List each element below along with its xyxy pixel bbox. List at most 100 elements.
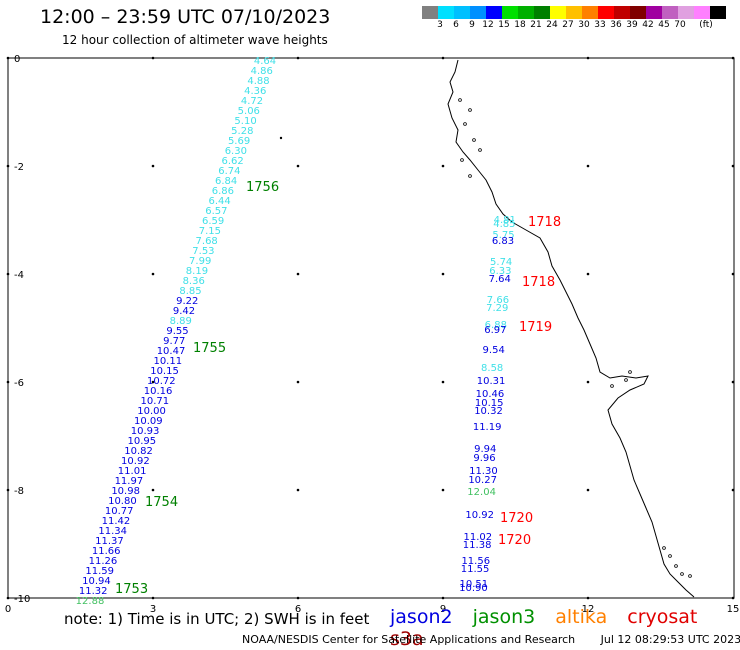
- legend-label: 3: [437, 20, 443, 30]
- grid-dot: [731, 488, 735, 492]
- island: [688, 574, 692, 578]
- swh-value-left: 10.93: [131, 426, 160, 437]
- legend-swatch: [694, 6, 710, 19]
- swh-value-left: 11.34: [98, 526, 127, 537]
- grid-dot: [586, 272, 590, 276]
- swh-value-left: 11.97: [115, 476, 144, 487]
- swh-value-left: 10.94: [82, 576, 111, 587]
- legend-label: 12: [482, 20, 494, 30]
- island: [468, 174, 472, 178]
- note-text: note: 1) Time is in UTC; 2) SWH is in fe…: [64, 610, 370, 628]
- legend-swatch: [454, 6, 470, 19]
- swh-value-left: 10.77: [105, 506, 134, 517]
- legend-swatch: [438, 6, 454, 19]
- grid-dot: [296, 596, 300, 600]
- legend-swatch: [614, 6, 630, 19]
- swh-value-left: 10.95: [128, 436, 157, 447]
- grid-dot: [6, 380, 10, 384]
- page-subtitle: 12 hour collection of altimeter wave hei…: [62, 33, 328, 47]
- swh-value-left: 9.77: [163, 336, 185, 347]
- swh-value-left: 6.57: [205, 206, 227, 217]
- swh-value-right: 10.15: [475, 398, 504, 409]
- swh-value-right: 6.33: [489, 266, 511, 277]
- swh-value-left: 7.68: [196, 236, 218, 247]
- swh-value-right: 7.66: [487, 295, 509, 306]
- y-tick-label: 0: [14, 54, 20, 65]
- swh-value-left: 8.36: [183, 276, 205, 287]
- grid-dot: [296, 380, 300, 384]
- swh-value-left: 10.71: [140, 396, 169, 407]
- swh-value-left: 11.42: [102, 516, 131, 527]
- swh-value-right: 5.75: [492, 230, 514, 241]
- grid-dot: [151, 272, 155, 276]
- grid-dot: [6, 488, 10, 492]
- swh-value-right: 11.56: [461, 556, 490, 567]
- swh-value-left: 10.16: [144, 386, 173, 397]
- grid-dot: [441, 488, 445, 492]
- swh-value-left: 10.00: [137, 406, 166, 417]
- swh-value-right: 9.96: [473, 453, 495, 464]
- grid-dot: [586, 488, 590, 492]
- color-legend: 3 6 9 12 15 18 21 24 27 30 33 36 39 42 45 70 (ft): [422, 6, 726, 33]
- y-tick-label: -6: [14, 378, 24, 389]
- grid-dot: [6, 56, 10, 60]
- swh-value-left: 10.98: [111, 486, 140, 497]
- legend-label: 45: [658, 20, 670, 30]
- swh-value-right: 10.90: [459, 583, 488, 594]
- swh-value-right: 11.30: [469, 466, 498, 477]
- legend-swatch: [518, 6, 534, 19]
- swh-value-left: 4.36: [244, 86, 266, 97]
- grid-dot: [441, 272, 445, 276]
- swh-value-left: 9.22: [176, 296, 198, 307]
- swh-value-right: 11.38: [463, 540, 492, 551]
- grid-dot: [151, 380, 155, 384]
- swh-value-right: 10.32: [474, 406, 503, 417]
- swh-value-right: 7.29: [486, 303, 508, 314]
- swh-value-left: 8.89: [170, 316, 192, 327]
- legend-label: 27: [562, 20, 574, 30]
- footer-org: NOAA/NESDIS Center for Satellite Applica…: [242, 633, 576, 646]
- swh-value-right: 9.94: [474, 444, 496, 455]
- swh-value-left: 5.06: [238, 106, 260, 117]
- legend-swatch: [598, 6, 614, 19]
- time-label-cryosat: 1718: [522, 275, 555, 290]
- swh-value-left: 8.85: [179, 286, 201, 297]
- grid-dot: [731, 272, 735, 276]
- swh-value-left: 7.15: [199, 226, 221, 237]
- swh-value-left: 11.59: [85, 566, 114, 577]
- legend-label: 9: [469, 20, 475, 30]
- island: [460, 158, 464, 162]
- grid-dot: [441, 380, 445, 384]
- legend-label: 24: [546, 20, 558, 30]
- legend-label: 18: [514, 20, 526, 30]
- swh-value-left: 10.47: [157, 346, 186, 357]
- y-tick-label: -8: [14, 486, 24, 497]
- island: [628, 370, 632, 374]
- island: [478, 148, 482, 152]
- grid-dot: [441, 56, 445, 60]
- legend-swatch: [630, 6, 646, 19]
- swh-value-left: 11.37: [95, 536, 124, 547]
- footer-timestamp: Jul 12 08:29:53 UTC 2023: [600, 633, 740, 646]
- grid-dot: [296, 56, 300, 60]
- grid-dot: [6, 164, 10, 168]
- swh-value-right: 11.55: [461, 564, 490, 575]
- legend-swatch: [566, 6, 582, 19]
- grid-dot: [296, 272, 300, 276]
- grid-dot: [151, 596, 155, 600]
- swh-value-right: 9.54: [483, 345, 505, 356]
- swh-value-right: 10.92: [465, 510, 494, 521]
- time-label-cryosat: 1718: [528, 215, 561, 230]
- mission-jason3: jason3: [472, 606, 536, 628]
- time-label-cryosat: 1720: [500, 511, 533, 526]
- swh-value-left: 10.80: [108, 496, 137, 507]
- legend-swatch: [534, 6, 550, 19]
- legend-swatch: [502, 6, 518, 19]
- mission-altika: altika: [555, 606, 608, 628]
- map-frame: [7, 57, 735, 599]
- legend-label: 30: [578, 20, 590, 30]
- grid-dot: [151, 488, 155, 492]
- swh-value-left: 10.72: [147, 376, 176, 387]
- swh-value-left: 4.72: [241, 96, 263, 107]
- mission-s3a: s3a: [390, 628, 424, 650]
